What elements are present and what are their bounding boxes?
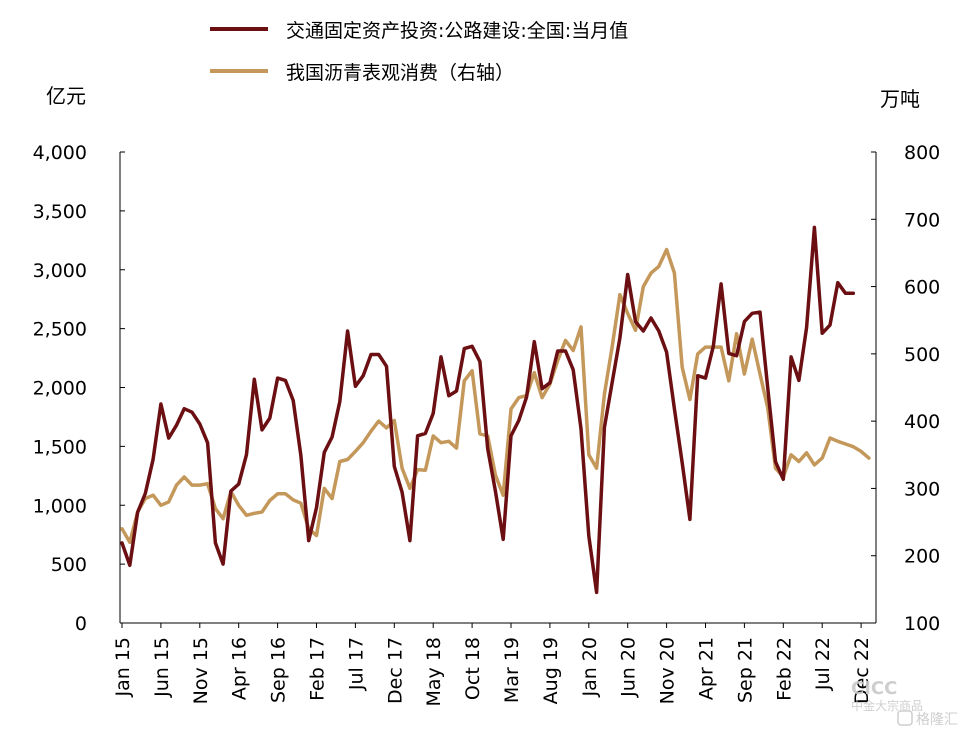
x-tick-label: Jul 17 bbox=[345, 637, 367, 691]
x-tick-label: Feb 17 bbox=[307, 637, 329, 701]
x-tick-label: Nov 15 bbox=[190, 637, 212, 704]
left-tick-label: 4,000 bbox=[33, 142, 87, 164]
x-tick-label: Aug 19 bbox=[540, 637, 562, 704]
right-tick-label: 100 bbox=[904, 613, 940, 635]
right-tick-label: 200 bbox=[904, 546, 940, 568]
right-tick-label: 500 bbox=[904, 344, 940, 366]
x-tick-label: Dec 22 bbox=[851, 637, 873, 704]
watermark-gelonghui: 格隆汇 bbox=[916, 712, 958, 728]
series-line-asphalt-consumption bbox=[120, 247, 871, 545]
x-tick-label: Jun 15 bbox=[151, 637, 173, 698]
x-tick-label: Jun 20 bbox=[618, 637, 640, 698]
right-tick-label: 300 bbox=[904, 478, 940, 500]
right-tick-label: 800 bbox=[904, 142, 940, 164]
left-tick-label: 1,500 bbox=[33, 436, 87, 458]
x-tick-label: Jan 20 bbox=[579, 637, 601, 698]
x-tick-label: Sep 16 bbox=[268, 637, 290, 703]
left-tick-label: 0 bbox=[75, 613, 87, 635]
x-tick-label: Sep 21 bbox=[734, 637, 756, 703]
legend-item-highway-investment: 交通固定资产投资:公路建设:全国:当月值 bbox=[210, 20, 628, 42]
x-tick-label: Mar 19 bbox=[501, 637, 523, 703]
legend: 交通固定资产投资:公路建设:全国:当月值 我国沥青表观消费（右轴） bbox=[210, 20, 628, 84]
left-axis-unit: 亿元 bbox=[46, 84, 86, 108]
x-tick-label: Nov 20 bbox=[657, 637, 679, 704]
x-tick-label: Jul 22 bbox=[812, 637, 834, 691]
watermark-cicc-commodities: 中金大宗商品 bbox=[851, 698, 923, 713]
series-line-highway-investment bbox=[120, 225, 856, 595]
left-tick-label: 3,500 bbox=[33, 201, 87, 223]
x-axis: Jan 15 Jun 15 Nov 15 Apr 16 Sep 16 Feb 17 Jul … bbox=[112, 622, 876, 707]
left-tick-label: 1,000 bbox=[33, 495, 87, 517]
legend-item-asphalt-consumption: 我国沥青表观消费（右轴） bbox=[210, 62, 514, 84]
x-tick-label: Dec 17 bbox=[384, 637, 406, 704]
right-axis-unit: 万吨 bbox=[880, 87, 920, 111]
x-tick-label: Jan 15 bbox=[112, 637, 134, 698]
watermark: CICC 中金大宗商品 格隆汇 bbox=[851, 678, 958, 728]
x-tick-label: Apr 16 bbox=[229, 637, 251, 700]
x-tick-label: Feb 22 bbox=[773, 637, 795, 701]
left-tick-label: 2,500 bbox=[33, 319, 87, 341]
watermark-cicc: CICC bbox=[851, 678, 897, 699]
right-tick-label: 600 bbox=[904, 277, 940, 299]
right-axis: 100 200 300 400 500 600 700 800 bbox=[871, 142, 940, 635]
left-tick-label: 3,000 bbox=[33, 260, 87, 282]
x-tick-label: May 18 bbox=[423, 637, 445, 707]
legend-label-highway-investment: 交通固定资产投资:公路建设:全国:当月值 bbox=[286, 20, 628, 42]
x-tick-label: Oct 18 bbox=[462, 637, 484, 700]
left-axis: 0 500 1,000 1,500 2,000 2,500 3,000 3,500 4,000 bbox=[33, 142, 125, 635]
x-tick-label: Apr 21 bbox=[696, 637, 718, 700]
left-tick-label: 2,000 bbox=[33, 378, 87, 400]
left-tick-label: 500 bbox=[51, 554, 87, 576]
right-tick-label: 400 bbox=[904, 411, 940, 433]
series-layer bbox=[120, 225, 871, 595]
watermark-gelonghui-icon bbox=[897, 710, 913, 726]
right-tick-label: 700 bbox=[904, 209, 940, 231]
legend-label-asphalt-consumption: 我国沥青表观消费（右轴） bbox=[286, 62, 514, 84]
